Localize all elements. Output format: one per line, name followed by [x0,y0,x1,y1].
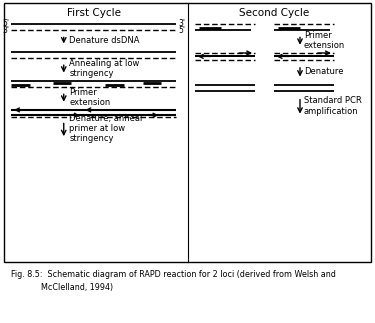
Text: Primer
extension: Primer extension [69,88,111,107]
Text: Denature, anneal
primer at low
stringency: Denature, anneal primer at low stringenc… [69,114,143,143]
Text: 5': 5' [2,19,9,28]
Text: First Cycle: First Cycle [67,8,121,18]
Text: Fig. 8.5:  Schematic diagram of RAPD reaction for 2 loci (derived from Welsh and: Fig. 8.5: Schematic diagram of RAPD reac… [11,270,336,292]
Text: 5': 5' [178,26,185,35]
Text: Primer
extension: Primer extension [304,31,345,50]
Text: Annealing at low
stringency: Annealing at low stringency [69,59,140,78]
Text: Standard PCR
amplification: Standard PCR amplification [304,96,362,116]
Text: Denature: Denature [304,67,343,76]
Text: 3': 3' [178,19,185,28]
Text: Denature dsDNA: Denature dsDNA [69,36,140,45]
Text: 3': 3' [2,26,9,35]
Text: Second Cycle: Second Cycle [238,8,309,18]
